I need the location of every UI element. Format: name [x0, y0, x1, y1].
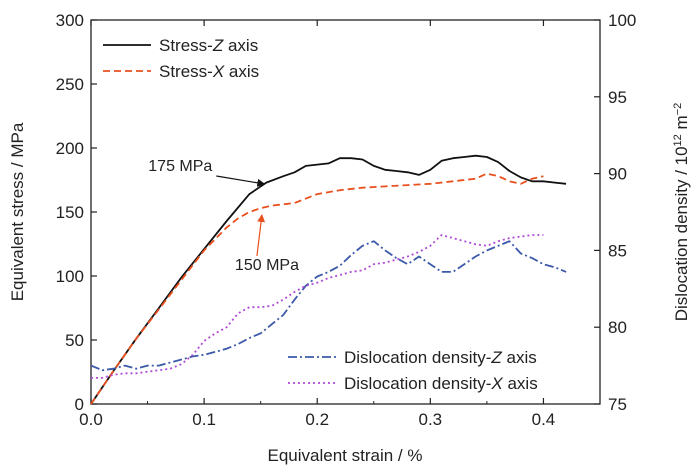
series-line-2 [90, 240, 567, 372]
legend-label-axis: Z [490, 348, 502, 367]
y-left-tick-label: 250 [56, 75, 84, 94]
ticks-layer: 0.0 0.1 0.2 0.3 0.4 0 50 100 150 200 250 300 75 80 85 9… [56, 11, 637, 429]
legend-label-suffix: axis [502, 348, 537, 367]
y-right-axis-title-exponent: 12 [672, 134, 684, 146]
legend-label-3: Dislocation density-X axis [344, 374, 538, 393]
series-line-0 [90, 154, 567, 405]
y-right-axis-title-unit-exponent: −2 [672, 103, 684, 116]
legend-label-prefix: Stress- [159, 62, 213, 81]
annotation-label-150: 150 MPa [235, 257, 299, 274]
series-line-3 [91, 234, 544, 379]
x-axis-title: Equivalent strain / % [268, 446, 423, 465]
y-left-axis-title: Equivalent stress / MPa [8, 122, 27, 301]
y-left-tick-label: 100 [56, 267, 84, 286]
annotation-arrow-150 [256, 214, 266, 257]
x-tick-label: 0.4 [532, 410, 556, 429]
y-right-tick-label: 80 [608, 318, 627, 337]
y-right-axis-title: Dislocation density / 1012 m−2 [672, 103, 691, 322]
y-right-tick-label: 85 [608, 241, 627, 260]
series-layer [90, 154, 567, 405]
y-left-tick-label: 200 [56, 139, 84, 158]
y-left-tick-label: 0 [75, 395, 84, 414]
legend-label-axis: X [490, 374, 503, 393]
legend-label-suffix: axis [223, 36, 258, 55]
series-line-1 [90, 172, 544, 405]
legend-label-suffix: axis [503, 374, 538, 393]
legend-label-1: Stress-X axis [159, 62, 259, 81]
legend-label-suffix: axis [224, 62, 259, 81]
y-left-tick-label: 50 [65, 331, 84, 350]
y-left-tick-label: 300 [56, 11, 84, 30]
x-tick-label: 0.0 [79, 410, 103, 429]
y-right-axis-title-unit: m [672, 115, 691, 134]
legend-label-prefix: Dislocation density- [344, 374, 491, 393]
y-right-tick-label: 90 [608, 165, 627, 184]
legend-label-axis: Z [212, 36, 224, 55]
annotation-arrow-175 [216, 175, 266, 187]
annotation-label-175: 175 MPa [148, 158, 212, 175]
annotation-layer: 175 MPa 150 MPa [148, 158, 299, 274]
x-tick-label: 0.3 [419, 410, 443, 429]
legend-label-0: Stress-Z axis [159, 36, 258, 55]
y-right-axis-title-main: Dislocation density / 10 [672, 146, 691, 321]
legend-label-prefix: Stress- [159, 36, 213, 55]
legend-label-axis: X [212, 62, 225, 81]
y-left-tick-label: 150 [56, 203, 84, 222]
y-right-tick-label: 75 [608, 395, 627, 414]
y-right-tick-label: 95 [608, 88, 627, 107]
legend-label-2: Dislocation density-Z axis [344, 348, 537, 367]
y-right-tick-label: 100 [608, 11, 636, 30]
legend-label-prefix: Dislocation density- [344, 348, 491, 367]
x-tick-label: 0.2 [305, 410, 329, 429]
x-tick-label: 0.1 [192, 410, 216, 429]
